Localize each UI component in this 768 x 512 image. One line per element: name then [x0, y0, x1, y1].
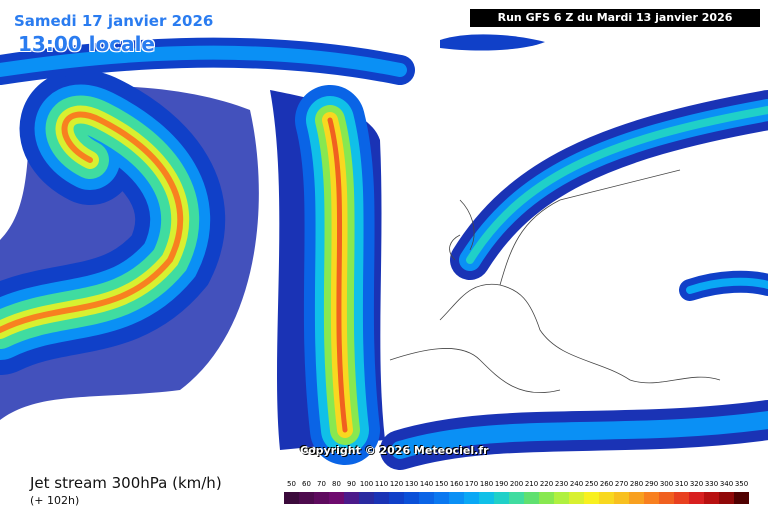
- scale-swatch: [509, 492, 524, 504]
- scale-label: 310: [675, 480, 688, 488]
- color-scale: 50 60 70 80 90 100 110 120 130 140 150 160 170 180 190…: [284, 480, 749, 504]
- scale-label: 200: [510, 480, 523, 488]
- scale-swatch: [374, 492, 389, 504]
- scale-label: 260: [600, 480, 613, 488]
- scale-label: 230: [555, 480, 568, 488]
- time-label: 13:00 locale: [18, 32, 155, 56]
- scale-label: 330: [705, 480, 718, 488]
- scale-swatch: [419, 492, 434, 504]
- scale-swatch: [359, 492, 374, 504]
- date-label: Samedi 17 janvier 2026: [14, 12, 214, 30]
- scale-label: 220: [540, 480, 553, 488]
- scale-swatch: [494, 492, 509, 504]
- scale-swatch: [479, 492, 494, 504]
- scale-label: 280: [630, 480, 643, 488]
- scale-swatch: [689, 492, 704, 504]
- scale-swatch: [719, 492, 734, 504]
- scale-label: 100: [360, 480, 373, 488]
- coastlines: [389, 169, 721, 394]
- scale-swatch: [464, 492, 479, 504]
- scale-label: 350: [735, 480, 748, 488]
- scale-label: 70: [317, 480, 326, 488]
- scale-swatch: [344, 492, 359, 504]
- scale-label: 130: [405, 480, 418, 488]
- scale-swatch: [674, 492, 689, 504]
- scale-swatch: [644, 492, 659, 504]
- scale-swatch: [539, 492, 554, 504]
- scale-label: 190: [495, 480, 508, 488]
- footer-lead: (+ 102h): [30, 494, 80, 507]
- scale-label: 50: [287, 480, 296, 488]
- scale-swatch: [599, 492, 614, 504]
- scale-swatch: [434, 492, 449, 504]
- scale-swatch: [524, 492, 539, 504]
- scale-label: 240: [570, 480, 583, 488]
- scale-swatch: [299, 492, 314, 504]
- copyright: Copyright © 2026 Meteociel.fr: [300, 444, 489, 457]
- scale-swatch: [284, 492, 299, 504]
- scale-swatch: [704, 492, 719, 504]
- wind-field: [440, 34, 545, 51]
- scale-label: 210: [525, 480, 538, 488]
- scale-swatch: [329, 492, 344, 504]
- scale-swatch: [389, 492, 404, 504]
- scale-label: 180: [480, 480, 493, 488]
- scale-label: 110: [375, 480, 388, 488]
- scale-label: 90: [347, 480, 356, 488]
- scale-label: 120: [390, 480, 403, 488]
- scale-label: 270: [615, 480, 628, 488]
- jet-stream-map: [0, 34, 768, 470]
- scale-swatch: [734, 492, 749, 504]
- scale-swatch: [569, 492, 584, 504]
- scale-swatch: [554, 492, 569, 504]
- scale-swatch: [314, 492, 329, 504]
- scale-swatch: [629, 492, 644, 504]
- scale-label: 150: [435, 480, 448, 488]
- run-label: Run GFS 6 Z du Mardi 13 janvier 2026: [470, 9, 760, 27]
- scale-swatch: [404, 492, 419, 504]
- scale-label: 60: [302, 480, 311, 488]
- scale-label: 320: [690, 480, 703, 488]
- scale-label: 250: [585, 480, 598, 488]
- scale-swatch: [659, 492, 674, 504]
- scale-swatch: [614, 492, 629, 504]
- scale-label: 290: [645, 480, 658, 488]
- scale-swatch: [584, 492, 599, 504]
- scale-swatch: [449, 492, 464, 504]
- footer-title: Jet stream 300hPa (km/h): [30, 474, 222, 492]
- scale-label: 160: [450, 480, 463, 488]
- scale-label: 140: [420, 480, 433, 488]
- scale-label: 170: [465, 480, 478, 488]
- scale-label: 300: [660, 480, 673, 488]
- scale-label: 340: [720, 480, 733, 488]
- scale-label: 80: [332, 480, 341, 488]
